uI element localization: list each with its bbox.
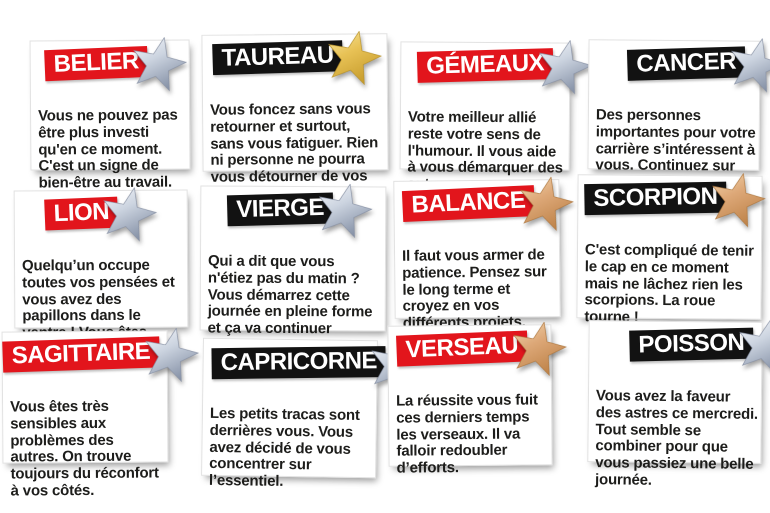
star-icon xyxy=(739,318,770,374)
sign-name: CAPRICORNE xyxy=(220,347,378,377)
sign-forecast: C'est compliqué de tenir le cap en ce mo… xyxy=(584,241,754,326)
card-capricorne: CAPRICORNE Les petits tracas sont derriè… xyxy=(201,337,426,490)
card-header: TAUREAU xyxy=(202,30,386,86)
sign-name: TAUREAU xyxy=(221,41,334,72)
star-icon xyxy=(519,176,574,231)
sign-name: GÉMEAUX xyxy=(425,49,545,80)
sign-forecast: La réussite vous fuit ces derniers temps… xyxy=(395,391,538,477)
card-scorpion: SCORPION C'est compliqué de tenir le cap… xyxy=(576,172,766,326)
star-icon xyxy=(318,183,373,239)
card-header: LION xyxy=(15,186,187,242)
sign-banner: CAPRICORNE xyxy=(211,346,387,380)
card-cancer: CANCER Des personnes importantes pour vo… xyxy=(587,37,770,191)
card-header: BELIER xyxy=(31,36,189,92)
sign-name: SCORPION xyxy=(593,182,718,212)
star-icon xyxy=(103,186,158,242)
star-icon xyxy=(512,321,567,377)
star-icon xyxy=(538,39,593,95)
card-header: VERSEAU xyxy=(388,321,567,377)
sign-name: VIERGE xyxy=(235,193,325,224)
sign-forecast: Vous êtes très sensibles aux problèmes d… xyxy=(10,397,159,500)
star-icon xyxy=(730,37,770,93)
card-belier: BELIER Vous ne pouvez pas être plus inve… xyxy=(29,36,191,192)
card-header: GÉMEAUX xyxy=(401,39,593,95)
star-icon xyxy=(328,30,383,86)
sign-name: BELIER xyxy=(53,47,140,78)
card-gemeaux: GÉMEAUX Votre meilleur allié reste votre… xyxy=(399,39,593,193)
sign-forecast: Vous avez la faveur des astres ce mercre… xyxy=(594,387,759,489)
sign-name: BALANCE xyxy=(410,186,526,219)
sign-forecast: Vous ne pouvez pas être plus investi qu'… xyxy=(38,106,178,192)
sign-name: POISSON xyxy=(638,328,745,359)
card-header: SCORPION xyxy=(578,172,766,228)
sign-forecast: Les petits tracas sont derrières vous. V… xyxy=(208,404,360,491)
card-balance: BALANCE Il faut vous armer de patience. … xyxy=(393,176,574,332)
card-header: CANCER xyxy=(589,37,770,93)
card-verseau: VERSEAU La réussite vous fuit ces dernie… xyxy=(387,321,567,477)
sign-name: CANCER xyxy=(635,47,737,78)
card-sagittaire: SAGITTAIRE Vous êtes très sensibles aux … xyxy=(1,327,199,500)
sign-name: SAGITTAIRE xyxy=(11,337,151,370)
star-icon xyxy=(144,327,199,383)
card-poisson: POISSON Vous avez la faveur des astres c… xyxy=(587,318,770,489)
star-icon xyxy=(712,172,766,228)
star-icon xyxy=(133,36,188,92)
card-taureau: TAUREAU Vous foncez sans vous retourner … xyxy=(201,30,389,220)
card-vierge: VIERGE Qui a dit que vous n'étiez pas du… xyxy=(199,183,387,354)
card-header: BALANCE xyxy=(394,176,574,231)
sign-banner: SAGITTAIRE xyxy=(2,336,160,373)
card-header: SAGITTAIRE xyxy=(2,327,199,383)
card-header: POISSON xyxy=(589,318,770,374)
sign-name: VERSEAU xyxy=(405,331,519,364)
card-header: VIERGE xyxy=(201,183,385,239)
card-lion: LION Quelqu’un occupe toutes vos pensées… xyxy=(13,186,189,358)
card-header: CAPRICORNE xyxy=(203,337,426,393)
